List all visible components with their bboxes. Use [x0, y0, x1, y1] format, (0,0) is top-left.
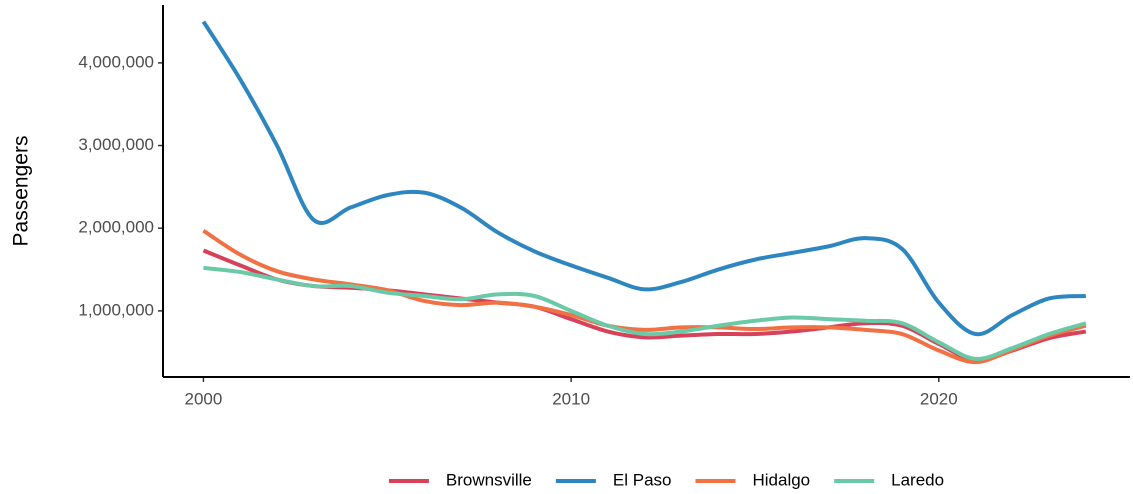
- x-tick-label: 2000: [185, 389, 223, 408]
- series-line: [202, 229, 1087, 365]
- x-tick-label: 2020: [920, 389, 958, 408]
- legend-label: Hidalgo: [752, 470, 810, 489]
- series-line: [202, 248, 1087, 363]
- y-tick-label: 3,000,000: [78, 135, 154, 154]
- y-tick-label: 2,000,000: [78, 218, 154, 237]
- series-line: [201, 20, 1087, 337]
- legend-label: Laredo: [891, 470, 944, 489]
- x-tick-label: 2010: [552, 389, 590, 408]
- y-axis-title: Passengers: [10, 136, 33, 247]
- y-tick-label: 1,000,000: [78, 300, 154, 319]
- series-line: [203, 265, 1087, 361]
- legend-label: El Paso: [613, 470, 672, 489]
- legend-label: Brownsville: [446, 470, 532, 489]
- y-tick-label: 4,000,000: [78, 52, 154, 71]
